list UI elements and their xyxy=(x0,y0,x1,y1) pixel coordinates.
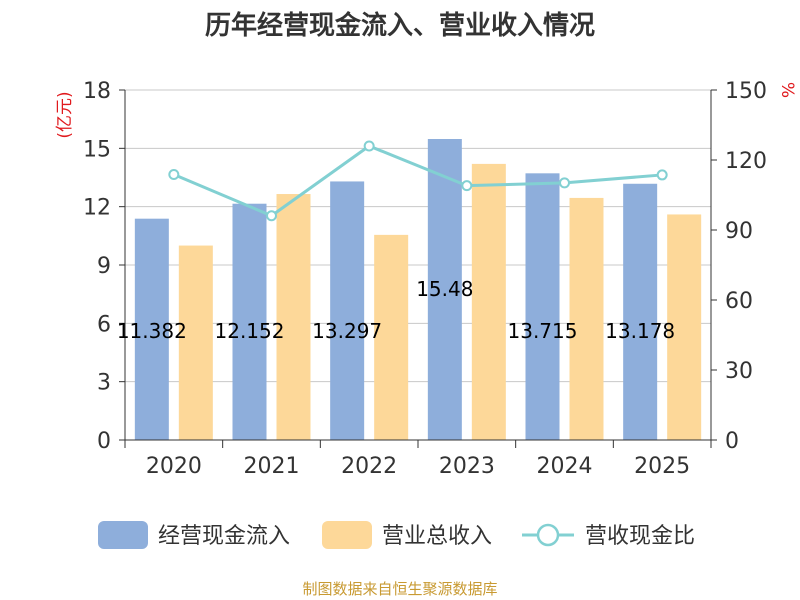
bar-cash-inflow-2022 xyxy=(330,181,365,441)
point-ratio-2022 xyxy=(363,140,375,152)
legend-swatch-1 xyxy=(322,521,372,549)
bar-revenue-2021 xyxy=(276,194,311,440)
data-label: 13.297 xyxy=(312,319,382,343)
point-ratio-2020 xyxy=(168,168,180,180)
x-tick-label: 2023 xyxy=(439,454,495,479)
legend-label-2: 营收现金比 xyxy=(585,524,695,549)
left-tick-label: 6 xyxy=(97,312,111,337)
left-tick-label: 18 xyxy=(83,79,111,104)
line-series xyxy=(168,140,668,222)
bar-cash-inflow-2024 xyxy=(525,173,560,440)
legend-label-1: 营业总收入 xyxy=(382,524,492,549)
x-tick-label: 2024 xyxy=(537,454,593,479)
left-tick-label: 3 xyxy=(97,371,111,396)
left-tick-label: 0 xyxy=(97,429,111,454)
bar-cash-inflow-2021 xyxy=(232,203,267,440)
gridlines xyxy=(125,89,711,383)
right-tick-label: 150 xyxy=(725,79,767,104)
data-labels: 11.382 12.152 13.297 15.48 13.715 13.178 xyxy=(117,277,675,343)
bar-revenue-2022 xyxy=(374,234,409,440)
legend-marker xyxy=(536,523,560,547)
x-tick-label: 2021 xyxy=(244,454,300,479)
bar-revenue-2023 xyxy=(471,163,506,440)
bar-revenue-2020 xyxy=(178,245,213,440)
axes: 0 3 6 9 12 15 18 0 30 60 90 120 150 2020 2021 2022 2023 2… xyxy=(83,79,767,479)
x-tick-label: 2020 xyxy=(146,454,202,479)
bar-cash-inflow-2025 xyxy=(623,183,658,440)
left-tick-label: 12 xyxy=(83,196,111,221)
left-tick-label: 15 xyxy=(83,137,111,162)
bar-cash-inflow-2023 xyxy=(427,139,462,440)
right-tick-label: 0 xyxy=(725,429,739,454)
legend-label-0: 经营现金流入 xyxy=(158,524,290,549)
data-label: 15.48 xyxy=(416,277,473,301)
data-label: 13.715 xyxy=(508,319,578,343)
x-tick-label: 2022 xyxy=(341,454,397,479)
bar-revenue-2025 xyxy=(667,214,702,440)
point-ratio-2024 xyxy=(559,177,570,189)
point-ratio-2025 xyxy=(656,169,668,181)
right-tick-label: 90 xyxy=(725,219,753,244)
right-axis-unit: % xyxy=(777,82,797,98)
line-ratio xyxy=(173,144,663,218)
chart-title: 历年经营现金流入、营业收入情况 xyxy=(205,10,595,41)
left-axis-unit: (亿元) xyxy=(55,91,75,138)
bar-revenue-2024 xyxy=(569,197,604,440)
legend-swatch-0 xyxy=(98,521,148,549)
left-tick-label: 9 xyxy=(97,254,111,279)
point-ratio-2021 xyxy=(266,210,277,222)
bar-series xyxy=(134,139,702,441)
source-note: 制图数据来自恒生聚源数据库 xyxy=(302,580,497,598)
data-label: 11.382 xyxy=(117,319,187,343)
data-label: 13.178 xyxy=(605,319,675,343)
point-ratio-2023 xyxy=(461,180,473,192)
right-tick-label: 60 xyxy=(725,289,753,314)
right-tick-label: 30 xyxy=(725,359,753,384)
legend[interactable]: 经营现金流入 营业总收入 营收现金比 xyxy=(98,521,695,549)
data-label: 12.152 xyxy=(215,319,285,343)
right-tick-label: 120 xyxy=(725,149,767,174)
x-tick-label: 2025 xyxy=(634,454,690,479)
bar-cash-inflow-2020 xyxy=(134,218,169,440)
